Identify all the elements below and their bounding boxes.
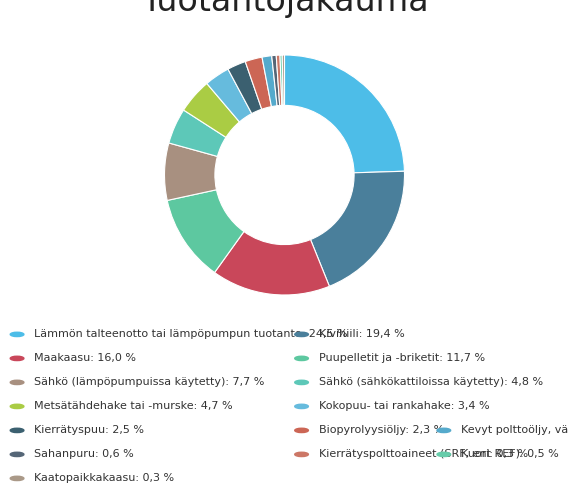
Circle shape (10, 380, 24, 384)
Text: Biopyrolyysiöljy: 2,3 %: Biopyrolyysiöljy: 2,3 % (319, 426, 444, 436)
Wedge shape (276, 55, 282, 106)
Text: Sähkö (lämpöpumpuissa käytetty): 7,7 %: Sähkö (lämpöpumpuissa käytetty): 7,7 % (34, 378, 265, 388)
Circle shape (10, 476, 24, 480)
Text: Kevyt polttoöljy, vähärikkinen: 1,3 %: Kevyt polttoöljy, vähärikkinen: 1,3 % (461, 426, 569, 436)
Text: Puupelletit ja -briketit: 11,7 %: Puupelletit ja -briketit: 11,7 % (319, 354, 485, 364)
Circle shape (295, 452, 308, 456)
Circle shape (10, 404, 24, 408)
Wedge shape (207, 69, 251, 122)
Wedge shape (167, 190, 244, 272)
Text: Sähkö (sähkökattiloissa käytetty): 4,8 %: Sähkö (sähkökattiloissa käytetty): 4,8 % (319, 378, 543, 388)
Circle shape (295, 356, 308, 360)
Title: Tuotantojakauma: Tuotantojakauma (141, 0, 428, 18)
Circle shape (295, 380, 308, 384)
Circle shape (10, 428, 24, 432)
Circle shape (10, 356, 24, 360)
Text: Kuori: 0,3 %: Kuori: 0,3 % (461, 450, 528, 460)
Text: Kierrätyspuu: 2,5 %: Kierrätyspuu: 2,5 % (34, 426, 144, 436)
Wedge shape (169, 110, 226, 156)
Wedge shape (282, 55, 284, 106)
Text: Maakaasu: 16,0 %: Maakaasu: 16,0 % (34, 354, 136, 364)
Circle shape (10, 452, 24, 456)
Circle shape (437, 428, 451, 432)
Circle shape (10, 332, 24, 336)
Wedge shape (284, 55, 405, 173)
Text: Kokopuu- tai rankahake: 3,4 %: Kokopuu- tai rankahake: 3,4 % (319, 402, 489, 411)
Circle shape (437, 452, 451, 456)
Text: Sahanpuru: 0,6 %: Sahanpuru: 0,6 % (34, 450, 134, 460)
Wedge shape (215, 232, 329, 295)
Circle shape (295, 332, 308, 336)
Wedge shape (184, 84, 240, 138)
Wedge shape (311, 171, 405, 286)
Wedge shape (262, 56, 277, 106)
Text: Kaatopaikkakaasu: 0,3 %: Kaatopaikkakaasu: 0,3 % (34, 474, 174, 484)
Wedge shape (164, 143, 217, 201)
Text: Lämmön talteenotto tai lämpöpumpun tuotanto: 24,5 %: Lämmön talteenotto tai lämpöpumpun tuota… (34, 330, 348, 340)
Circle shape (295, 404, 308, 408)
Text: Kierrätyspolttoaineet (SRF, ent REF): 0,5 %: Kierrätyspolttoaineet (SRF, ent REF): 0,… (319, 450, 558, 460)
Circle shape (295, 428, 308, 432)
Wedge shape (245, 57, 271, 109)
Wedge shape (228, 62, 262, 114)
Wedge shape (280, 55, 283, 106)
Text: Kivihiili: 19,4 %: Kivihiili: 19,4 % (319, 330, 405, 340)
Text: Metsätähdehake tai -murske: 4,7 %: Metsätähdehake tai -murske: 4,7 % (34, 402, 233, 411)
Wedge shape (272, 56, 280, 106)
